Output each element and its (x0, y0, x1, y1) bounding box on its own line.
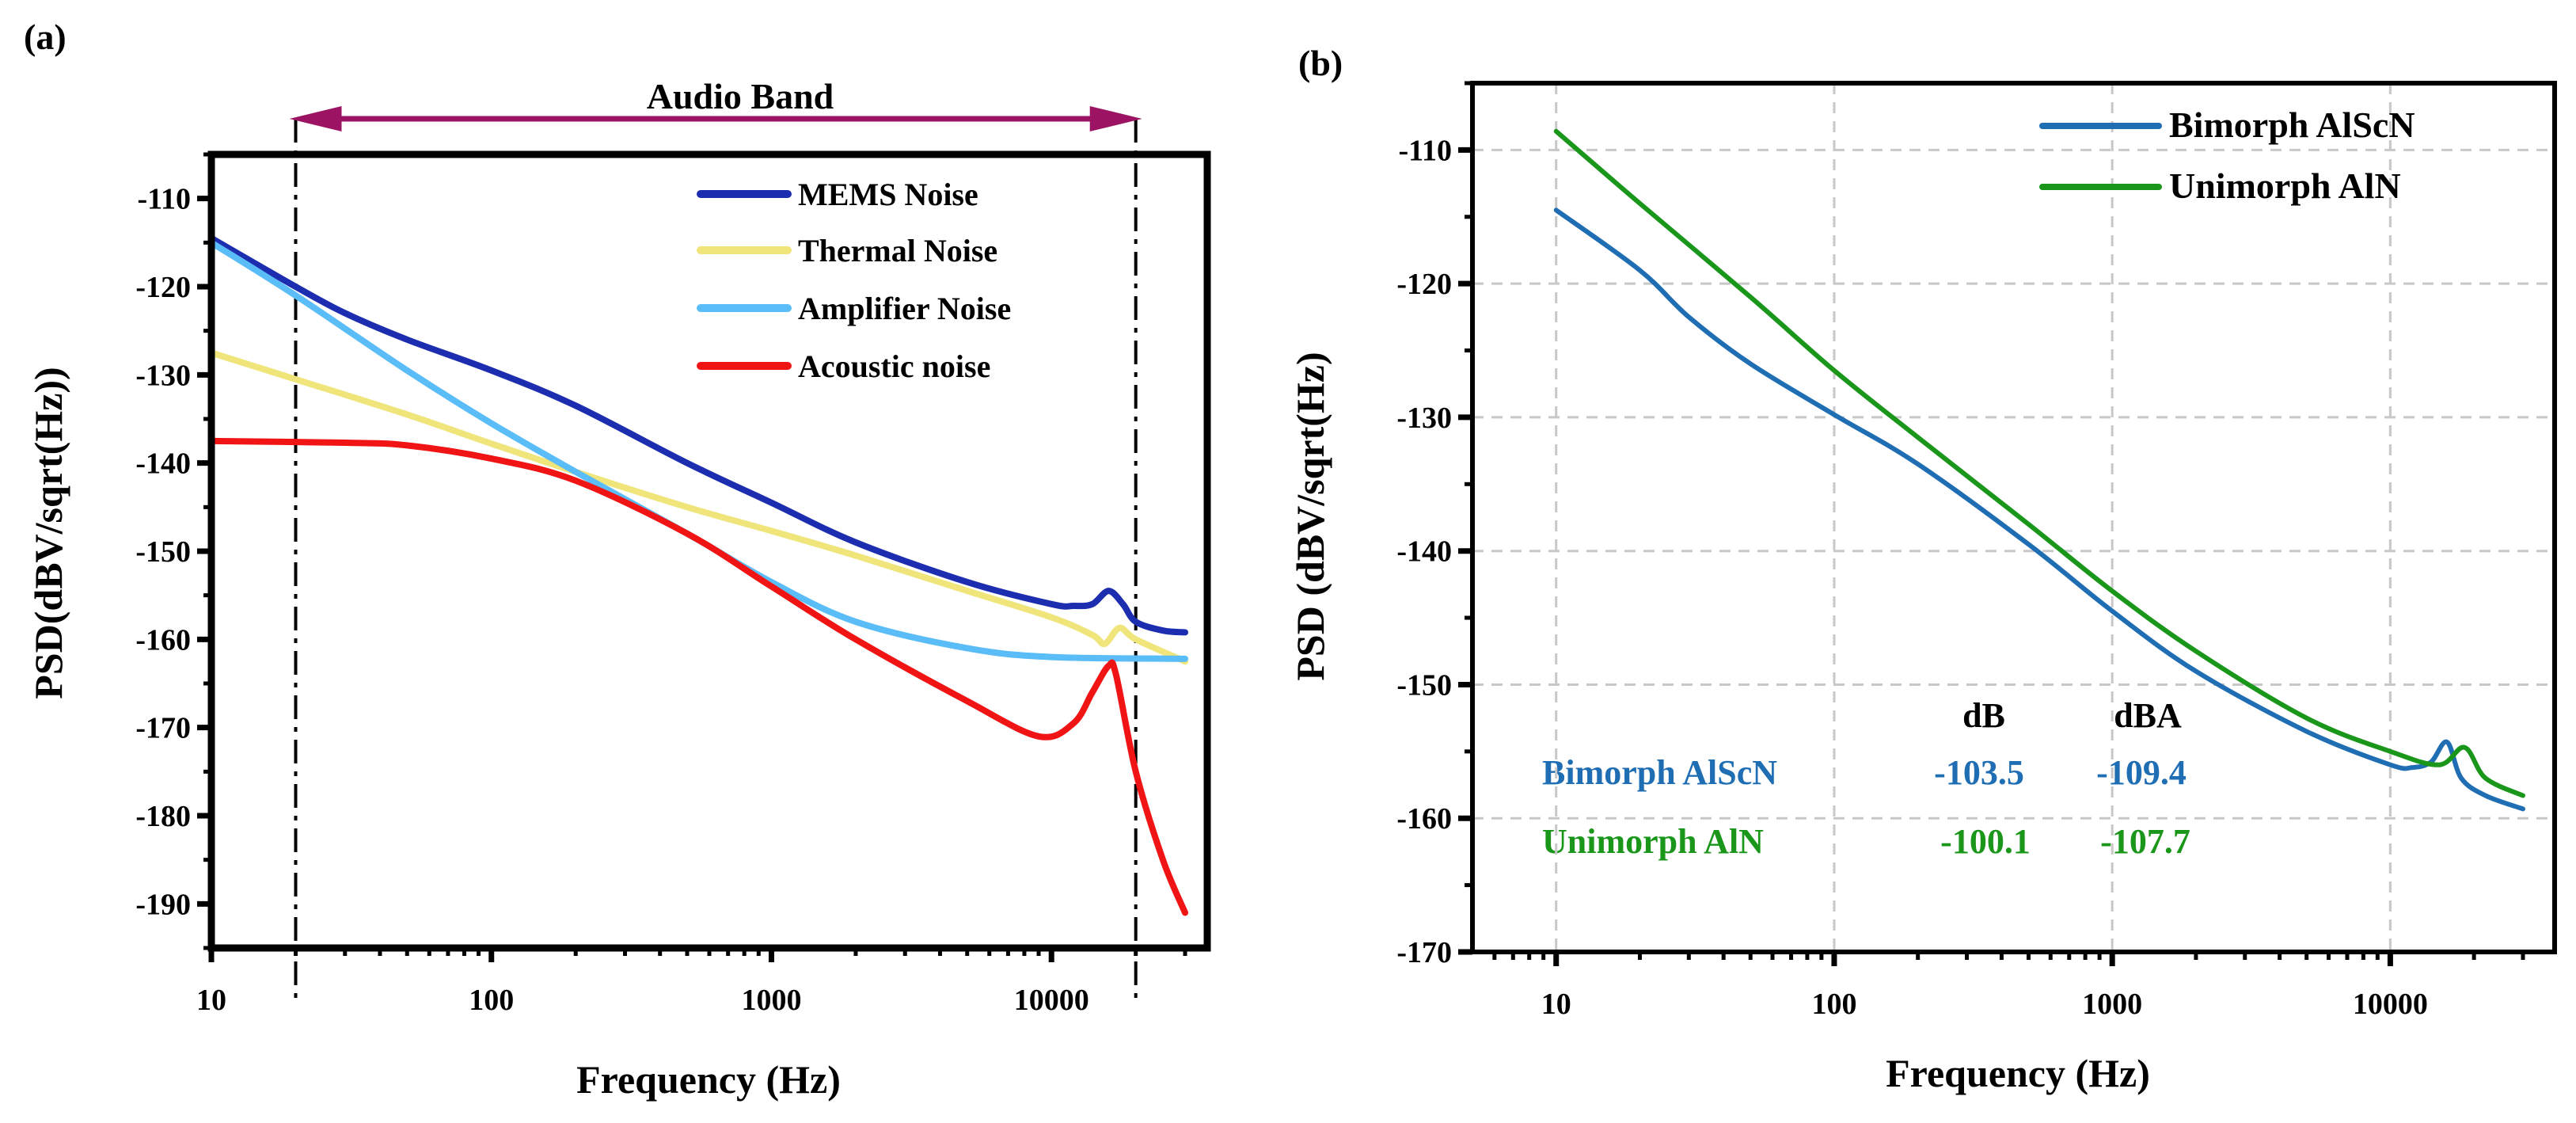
panel-b-label: (b) (1298, 43, 1343, 83)
table-cell-db: -103.5 (1934, 753, 2024, 792)
table-row-label: Bimorph AlScN (1542, 753, 1777, 792)
panel-a-label: (a) (24, 17, 66, 57)
y-tick-label: -160 (1396, 802, 1452, 836)
arrow-head-left-icon (289, 106, 342, 131)
y-tick-label: -110 (1398, 134, 1452, 167)
y-tick-label: -130 (135, 359, 191, 392)
y-tick-label: -110 (137, 183, 191, 216)
y-axis-title-a: PSD(dBV/sqrt(Hz)) (26, 367, 70, 699)
x-tick-label: 10000 (1014, 984, 1089, 1017)
x-tick-label: 10 (196, 984, 226, 1017)
y-axis-title-b: PSD (dBV/sqrt(Hz) (1288, 352, 1332, 680)
y-tick-label: -170 (135, 712, 191, 745)
x-axis-title-a: Frequency (Hz) (576, 1057, 841, 1102)
arrow-head-right-icon (1089, 106, 1142, 131)
table-header-dba: dBA (2114, 696, 2182, 735)
y-tick-label: -140 (1396, 535, 1452, 569)
series-line-thermal-noise (208, 349, 1188, 665)
table-header-db: dB (1962, 696, 2005, 735)
x-tick-label: 100 (469, 984, 514, 1017)
y-tick-label: -180 (135, 800, 191, 833)
x-tick-label: 1000 (741, 984, 801, 1017)
y-tick-label: -150 (1396, 668, 1452, 702)
audio-band-label: Audio Band (647, 76, 834, 116)
legend-label: Bimorph AlScN (2169, 105, 2415, 145)
legend-label: MEMS Noise (798, 177, 978, 212)
legend-label: Amplifier Noise (798, 291, 1011, 326)
legend-label: Thermal Noise (798, 233, 997, 268)
x-tick-label: 10 (1541, 988, 1571, 1021)
y-tick-label: -120 (135, 271, 191, 304)
table-cell-db: -100.1 (1940, 822, 2031, 861)
legend-label: Unimorph AlN (2169, 166, 2401, 206)
table-cell-dba: -107.7 (2100, 822, 2190, 861)
table-row-label: Unimorph AlN (1542, 822, 1764, 861)
panel-b: (b) PSD (dBV/sqrt(Hz) Frequency (Hz) dB … (1288, 43, 2557, 1095)
y-tick-label: -190 (135, 888, 191, 921)
plot-frame (207, 150, 1211, 952)
series-line-acoustic-noise (208, 437, 1188, 916)
y-tick-label: -170 (1396, 936, 1452, 969)
table-cell-dba: -109.4 (2096, 753, 2187, 792)
y-tick-label: -160 (135, 623, 191, 657)
x-tick-label: 10000 (2353, 988, 2428, 1021)
y-tick-label: -120 (1396, 268, 1452, 301)
legend-label: Acoustic noise (798, 348, 990, 384)
x-axis-title-b: Frequency (Hz) (1886, 1051, 2150, 1095)
x-tick-label: 1000 (2082, 988, 2142, 1021)
x-tick-label: 100 (1811, 988, 1856, 1021)
panel-a: (a) Audio Band PSD(dBV/sqrt(Hz)) Frequen… (24, 17, 1211, 1102)
y-tick-label: -130 (1396, 402, 1452, 435)
series-line-unimorph-aln (1553, 128, 2525, 798)
series-line-mems-noise (208, 234, 1188, 636)
series-line-bimorph-alscn (1553, 207, 2525, 812)
y-tick-label: -140 (135, 447, 191, 481)
plot-frame (1470, 81, 2557, 954)
y-tick-label: -150 (135, 535, 191, 569)
